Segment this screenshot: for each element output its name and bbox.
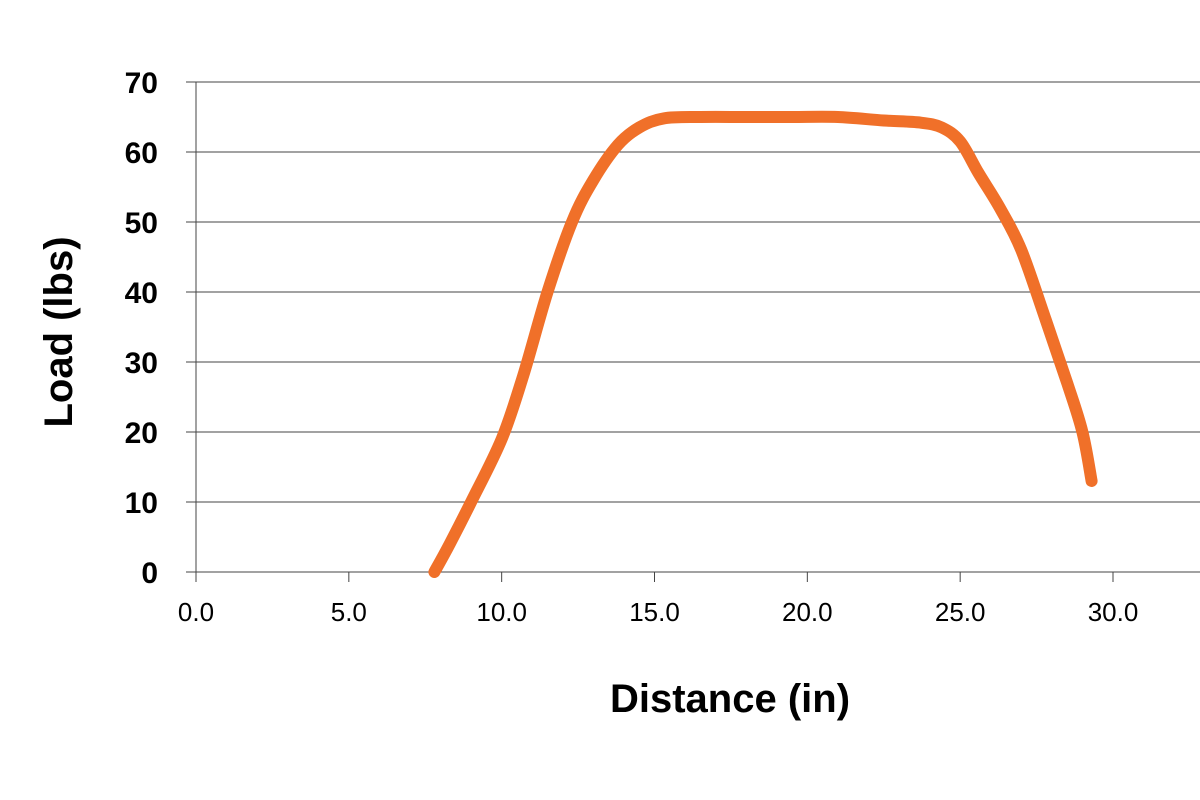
series-layer bbox=[428, 110, 1098, 578]
y-axis-title: Load (lbs) bbox=[37, 236, 81, 427]
x-tick-label: 10.0 bbox=[476, 597, 527, 627]
y-tick-label: 10 bbox=[125, 487, 158, 520]
y-tick-label: 70 bbox=[125, 67, 158, 100]
gridlines bbox=[196, 81, 1200, 503]
x-tick-label: 20.0 bbox=[782, 597, 833, 627]
x-tick-label: 30.0 bbox=[1088, 597, 1139, 627]
y-tick-label: 20 bbox=[125, 417, 158, 450]
tick-labels: 0 10 20 30 40 50 60 70 0.0 5.0 10.0 15.0 20.0 25.0 30.… bbox=[125, 67, 1139, 627]
y-tick-label: 60 bbox=[125, 137, 158, 170]
x-tick-label: 15.0 bbox=[629, 597, 680, 627]
series-line bbox=[428, 110, 1098, 578]
x-axis-title: Distance (in) bbox=[610, 677, 850, 721]
x-tick-label: 0.0 bbox=[178, 597, 214, 627]
x-tick-label: 25.0 bbox=[935, 597, 986, 627]
axes bbox=[186, 81, 1200, 582]
x-tick-label: 5.0 bbox=[331, 597, 367, 627]
y-tick-label: 40 bbox=[125, 277, 158, 310]
y-tick-label: 30 bbox=[125, 347, 158, 380]
y-tick-label: 50 bbox=[125, 207, 158, 240]
y-tick-label: 0 bbox=[141, 557, 158, 590]
